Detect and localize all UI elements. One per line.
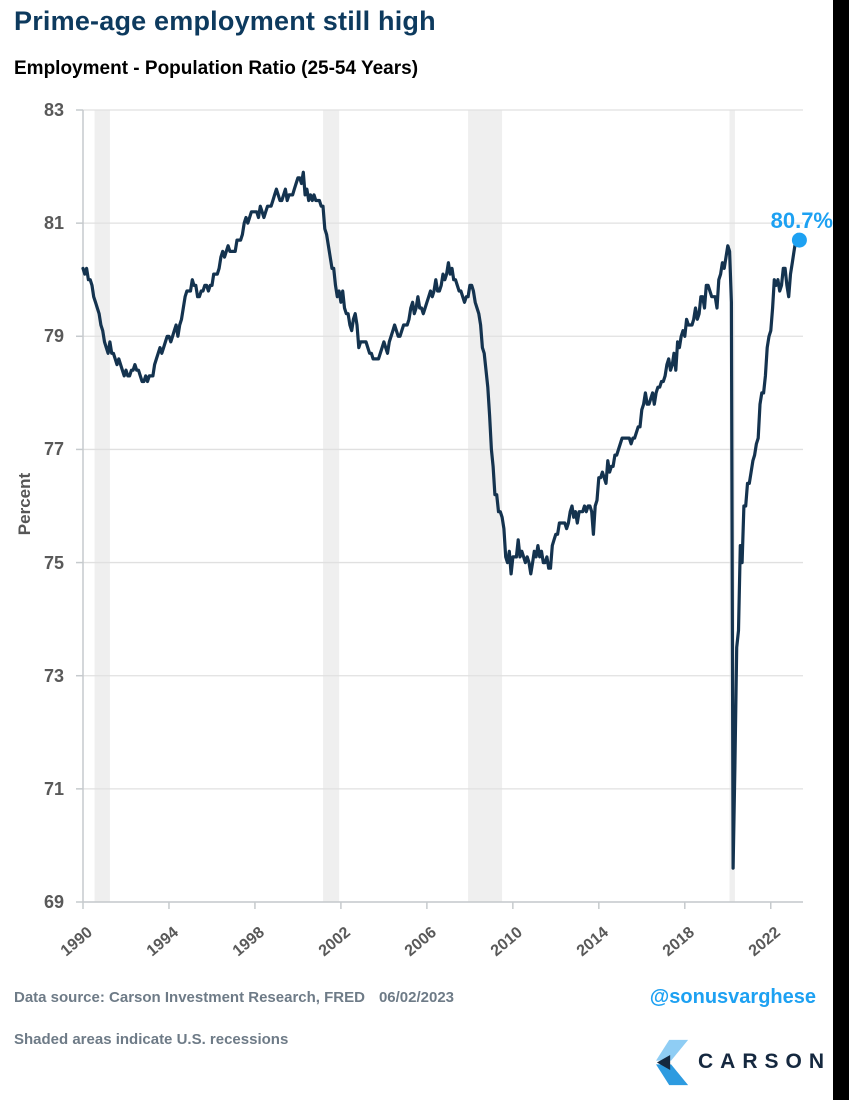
- right-edge-black-bar: [833, 0, 849, 1100]
- as-of-date: 06/02/2023: [378, 989, 455, 1006]
- y-tick-label: 69: [43, 892, 64, 912]
- y-tick-label: 77: [43, 439, 64, 460]
- carson-logo: CARSON: [656, 1038, 824, 1086]
- y-axis-title: Percent: [15, 472, 34, 536]
- y-tick-label: 73: [43, 665, 64, 686]
- carson-wordmark: CARSON: [697, 1050, 831, 1073]
- page-title: Prime-age employment still high: [14, 6, 436, 36]
- recession-band: [94, 110, 110, 902]
- carson-chevron-icon: [656, 1039, 689, 1085]
- data-source-line: Data source: Carson Investment Research,…: [14, 989, 454, 1006]
- recession-band: [323, 110, 340, 902]
- recession-note: Shaded areas indicate U.S. recessions: [14, 1031, 289, 1048]
- y-tick-label: 75: [43, 552, 64, 573]
- latest-value-annotation: 80.7%: [770, 208, 833, 233]
- y-tick-label: 71: [43, 778, 64, 799]
- data-source-text: Data source: Carson Investment Research,…: [14, 989, 365, 1006]
- y-tick-label: 83: [43, 100, 64, 120]
- chart-subtitle: Employment - Population Ratio (25-54 Yea…: [14, 58, 419, 79]
- employment-ratio-line: [81, 170, 801, 870]
- latest-point-marker: [791, 232, 807, 248]
- y-tick-label: 79: [43, 326, 64, 347]
- twitter-handle: @sonusvarghese: [649, 986, 816, 1008]
- y-tick-label: 81: [43, 213, 64, 234]
